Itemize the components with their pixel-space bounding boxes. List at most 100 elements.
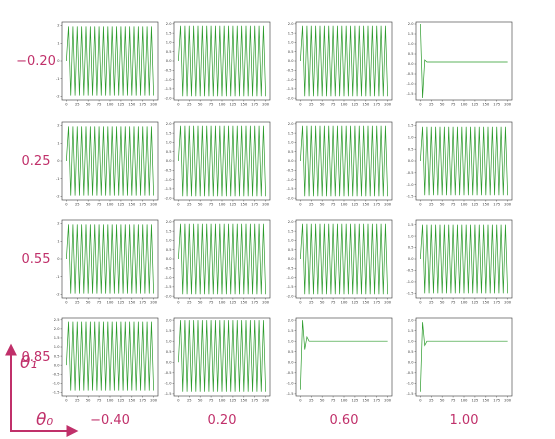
line bbox=[66, 321, 154, 391]
panel: 0 25 50 75 100 125 150 175 200 -1.5 -1.0 -0.5 0.0 0.5… bbox=[164, 317, 271, 403]
y-tick-label: -2.0 bbox=[164, 294, 172, 298]
y-tick-label: 0.5 bbox=[408, 52, 414, 56]
x-tick-label: 150 bbox=[362, 399, 370, 403]
y-tick-label: -2 bbox=[56, 95, 60, 99]
x-tick-label: 175 bbox=[139, 301, 146, 305]
y-tick-label: -0.5 bbox=[164, 371, 171, 375]
x-tick-label: 0 bbox=[299, 301, 302, 305]
y-tick-label: 0 bbox=[57, 257, 60, 261]
x-tick-label: 175 bbox=[373, 103, 380, 107]
panel: 0 25 50 75 100 125 150 175 200 -1.5 -1.0 -0.5 0.0 0.5… bbox=[286, 317, 393, 403]
x-tick-label: 100 bbox=[107, 103, 115, 107]
row-label: 0.25 bbox=[22, 154, 51, 169]
x-tick-label: 200 bbox=[384, 203, 392, 207]
x-tick-label: 200 bbox=[384, 103, 392, 107]
line bbox=[420, 23, 508, 99]
line bbox=[66, 224, 154, 294]
x-tick-label: 0 bbox=[65, 301, 68, 305]
x-tick-label: 175 bbox=[493, 301, 500, 305]
x-tick-label: 125 bbox=[351, 301, 358, 305]
y-tick-label: 1.0 bbox=[408, 136, 414, 140]
x-tick-label: 75 bbox=[451, 103, 456, 107]
y-tick-label: 1.0 bbox=[288, 239, 294, 243]
x-tick-label: 25 bbox=[75, 399, 80, 403]
x-tick-label: 150 bbox=[128, 203, 136, 207]
row-label: −0.20 bbox=[16, 54, 56, 69]
x-tick-label: 175 bbox=[493, 399, 500, 403]
x-tick-label: 125 bbox=[117, 203, 124, 207]
plot-frame bbox=[415, 21, 513, 101]
x-tick-label: 125 bbox=[351, 203, 358, 207]
y-tick-label: 2.0 bbox=[288, 220, 294, 224]
y-tick-label: -1 bbox=[56, 275, 60, 279]
panel: 0 25 50 75 100 125 150 175 200 -2.0 -1.5 -1.0 -0.5 0.… bbox=[164, 121, 271, 207]
y-tick-label: -1.0 bbox=[52, 382, 60, 386]
y-tick-label: -1.0 bbox=[164, 178, 172, 182]
panel: 0 25 50 75 100 125 150 175 200 -2.0 -1.5 -1.0 -0.5 0.… bbox=[164, 219, 271, 305]
x-tick-label: 75 bbox=[97, 103, 102, 107]
x-label: θ₀ bbox=[36, 410, 53, 430]
y-tick-label: 2 bbox=[57, 222, 59, 226]
x-tick-label: 200 bbox=[504, 301, 512, 305]
y-tick-label: -0.5 bbox=[164, 168, 171, 172]
x-tick-label: 50 bbox=[440, 103, 445, 107]
panel: 0 25 50 75 100 125 150 175 200 -2.0 -1.5 -1.0 -0.5 0.… bbox=[286, 219, 393, 305]
y-tick-label: -1.5 bbox=[406, 392, 413, 396]
x-tick-label: 125 bbox=[351, 103, 358, 107]
x-tick-label: 200 bbox=[262, 399, 270, 403]
x-tick-label: 200 bbox=[384, 301, 392, 305]
y-tick-label: -0.5 bbox=[406, 269, 413, 273]
y-tick-label: -0.5 bbox=[164, 68, 171, 72]
y-tick-label: 1.5 bbox=[288, 329, 294, 333]
y-tick-label: -1.5 bbox=[286, 187, 293, 191]
y-tick-label: -1.0 bbox=[286, 178, 294, 182]
x-tick-label: 100 bbox=[219, 301, 227, 305]
y-tick-label: 1.0 bbox=[408, 234, 414, 238]
y-tick-label: 0.5 bbox=[54, 354, 60, 358]
x-tick-label: 150 bbox=[240, 399, 248, 403]
x-tick-label: 125 bbox=[229, 301, 236, 305]
y-tick-label: -1.5 bbox=[164, 285, 171, 289]
y-tick-label: 0.0 bbox=[408, 159, 414, 163]
y-tick-label: 0.5 bbox=[288, 350, 294, 354]
x-tick-label: 200 bbox=[504, 203, 512, 207]
y-tick-label: -1.0 bbox=[406, 82, 414, 86]
y-tick-label: -2.0 bbox=[286, 294, 294, 298]
x-tick-label: 0 bbox=[419, 399, 422, 403]
y-tick-label: 0.0 bbox=[408, 62, 414, 66]
y-tick-label: -1.0 bbox=[164, 276, 172, 280]
y-tick-label: 0.0 bbox=[166, 59, 172, 63]
panel: 0 25 50 75 100 125 150 175 200 -2 -1 0 1 2 bbox=[56, 121, 159, 207]
x-tick-label: 125 bbox=[351, 399, 358, 403]
row-label: 0.55 bbox=[22, 252, 51, 267]
y-tick-label: -2.0 bbox=[164, 196, 172, 200]
col-label: 0.20 bbox=[208, 413, 237, 428]
y-tick-label: 0.0 bbox=[288, 159, 294, 163]
x-tick-label: 75 bbox=[97, 301, 102, 305]
y-tick-label: -1.0 bbox=[286, 276, 294, 280]
x-tick-label: 75 bbox=[209, 203, 214, 207]
plot-frame bbox=[295, 317, 393, 397]
x-tick-label: 125 bbox=[471, 103, 478, 107]
x-tick-label: 0 bbox=[419, 103, 422, 107]
x-tick-label: 100 bbox=[107, 203, 115, 207]
x-tick-label: 25 bbox=[187, 103, 192, 107]
y-tick-label: 0.0 bbox=[408, 360, 414, 364]
x-tick-label: 150 bbox=[362, 203, 370, 207]
x-tick-label: 75 bbox=[331, 203, 336, 207]
y-tick-label: 2.0 bbox=[288, 122, 294, 126]
x-tick-label: 100 bbox=[219, 103, 227, 107]
x-tick-label: 0 bbox=[177, 399, 180, 403]
x-tick-label: 75 bbox=[331, 399, 336, 403]
x-tick-label: 175 bbox=[493, 103, 500, 107]
x-tick-label: 100 bbox=[341, 103, 349, 107]
y-tick-label: -0.5 bbox=[286, 266, 293, 270]
x-tick-label: 150 bbox=[482, 399, 490, 403]
x-tick-label: 50 bbox=[440, 399, 445, 403]
x-tick-label: 0 bbox=[419, 203, 422, 207]
x-tick-label: 200 bbox=[504, 399, 512, 403]
x-tick-label: 125 bbox=[117, 103, 124, 107]
x-tick-label: 0 bbox=[65, 399, 68, 403]
x-tick-label: 75 bbox=[451, 399, 456, 403]
y-tick-label: 1 bbox=[57, 141, 59, 145]
